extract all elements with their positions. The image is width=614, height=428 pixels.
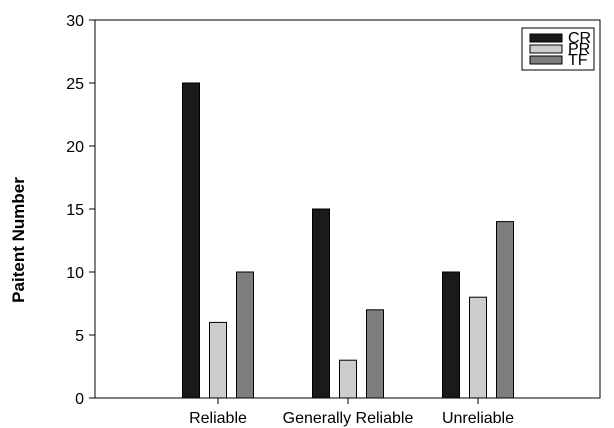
- x-tick-label: Generally Reliable: [283, 410, 414, 427]
- y-tick-label: 10: [66, 265, 84, 282]
- bar-pr-reliable: [209, 321, 227, 399]
- bar-tf-unreliable: [496, 221, 514, 399]
- legend-swatch-cr: [529, 33, 563, 43]
- y-axis-title: Paitent Number: [9, 177, 28, 303]
- x-tick-label: Reliable: [189, 410, 247, 427]
- legend-label-cr: CR: [568, 30, 591, 47]
- bar-pr-generally-reliable: [339, 359, 357, 399]
- y-tick-label: 5: [75, 328, 84, 345]
- bar-cr-reliable: [182, 82, 200, 399]
- bar-tf-reliable: [236, 271, 254, 399]
- x-axis-ticks: Reliable Generally Reliable Unreliable: [189, 398, 514, 427]
- y-tick-label: 30: [66, 13, 84, 30]
- y-tick-label: 25: [66, 76, 84, 93]
- x-tick-label: Unreliable: [442, 410, 514, 427]
- legend-swatch-tf: [529, 55, 563, 65]
- legend-label-tf: TF: [568, 52, 588, 69]
- bar-cr-generally-reliable: [312, 208, 330, 399]
- plot-frame: [94, 19, 601, 399]
- y-tick-label: 0: [75, 391, 84, 408]
- legend-swatch-pr: [529, 44, 563, 54]
- bar-tf-generally-reliable: [366, 309, 384, 399]
- plot-area: [94, 19, 601, 399]
- y-axis-ticks: 0 5 10 15 20 25 30: [66, 13, 95, 408]
- bar-pr-unreliable: [469, 296, 487, 399]
- legend-label-pr: PR: [568, 41, 590, 58]
- y-tick-label: 15: [66, 202, 84, 219]
- y-tick-label: 20: [66, 139, 84, 156]
- bar-cr-unreliable: [442, 271, 460, 399]
- bars: [182, 82, 514, 399]
